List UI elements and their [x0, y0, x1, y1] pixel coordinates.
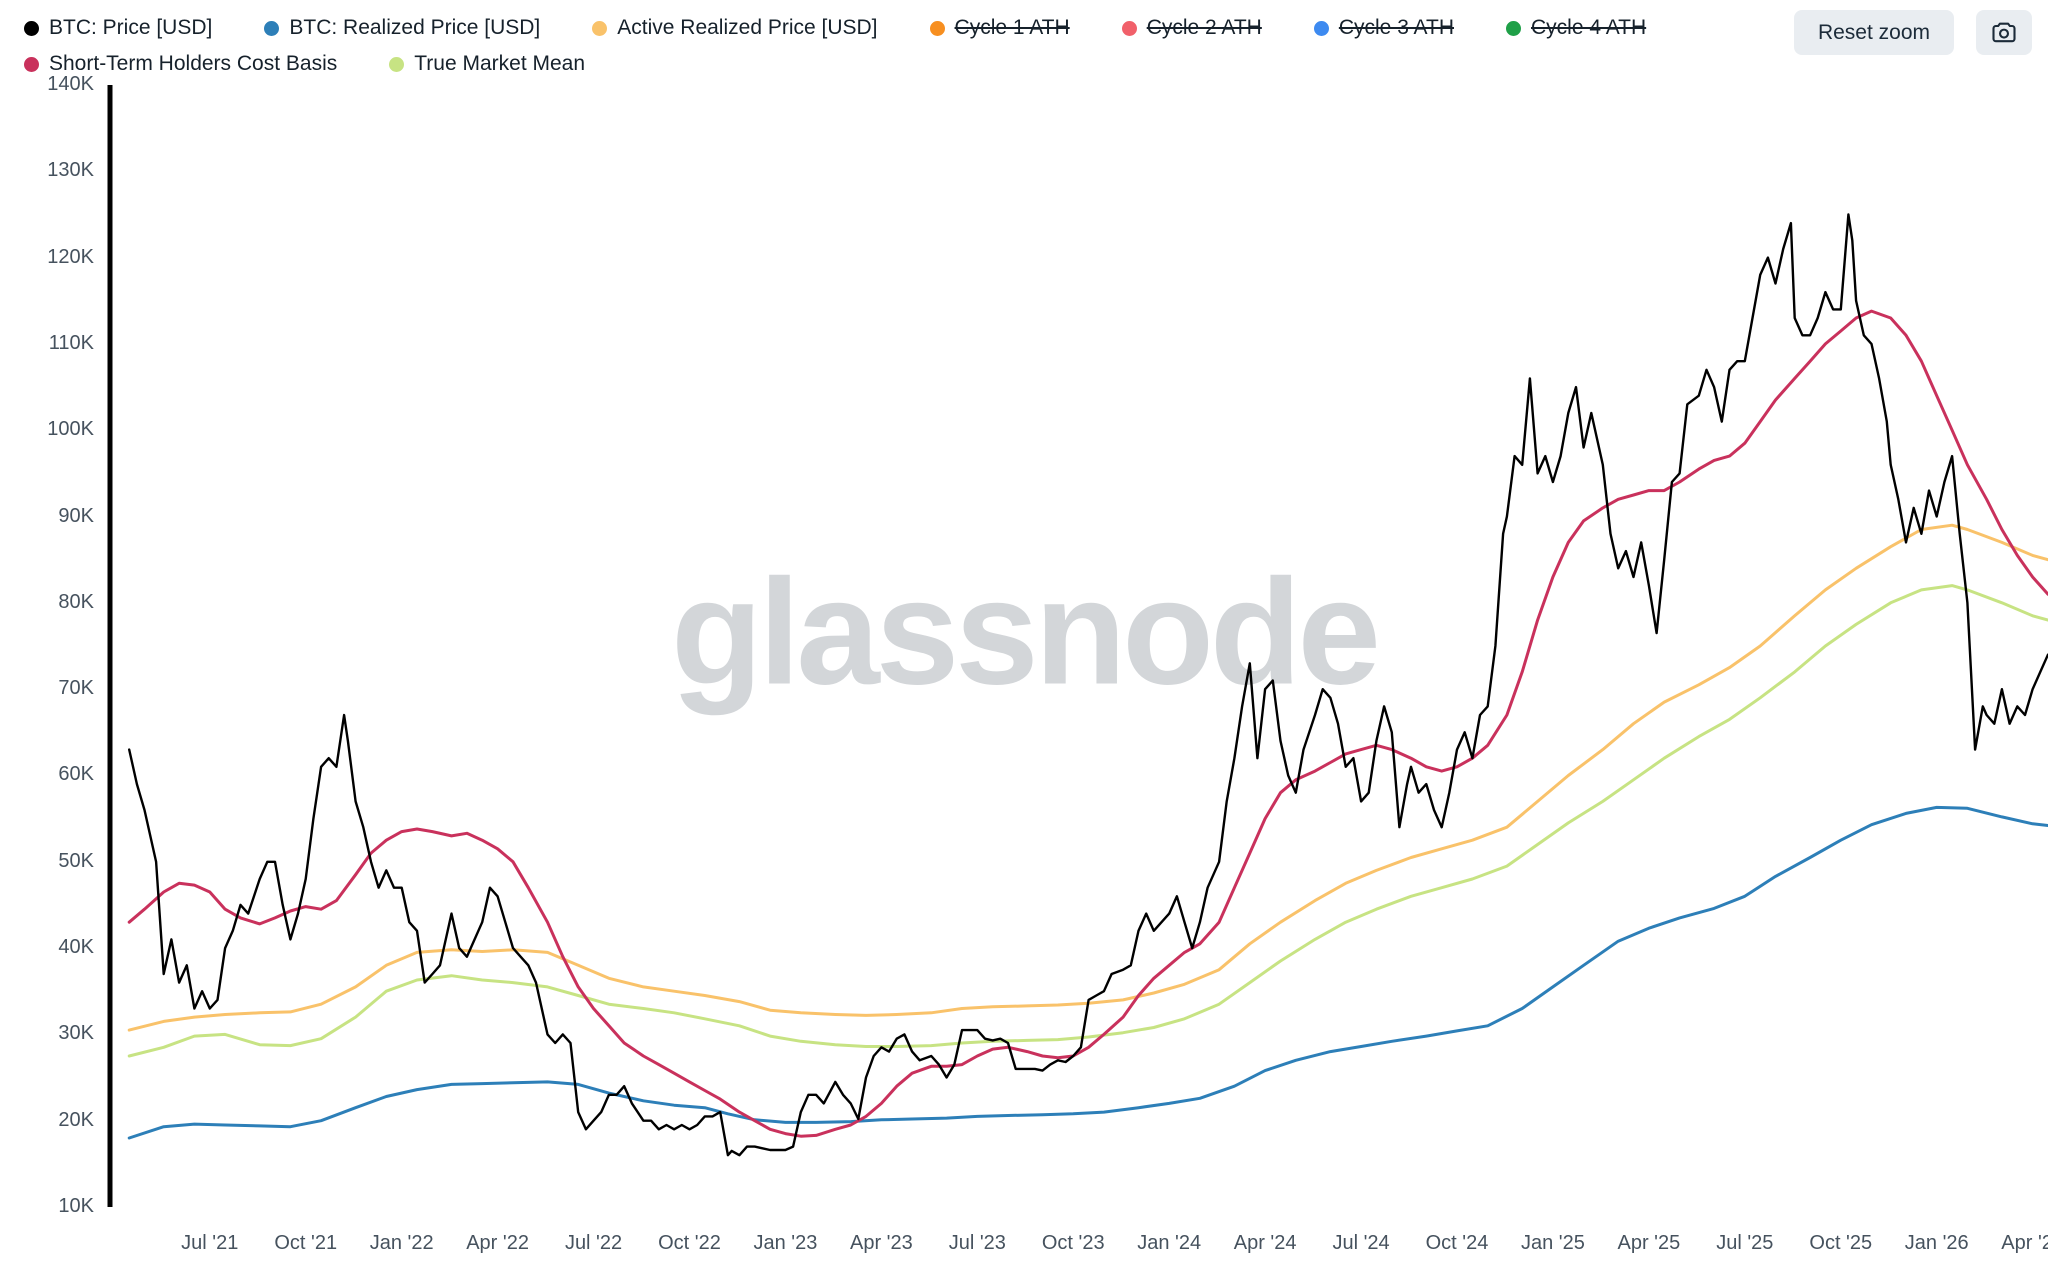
series-btc-realized-price-usd [127, 805, 2048, 1140]
legend-color-dot [1506, 20, 1521, 36]
y-tick-label: 90K [58, 504, 94, 527]
y-tick-label: 120K [47, 245, 94, 268]
legend-color-dot [24, 56, 39, 72]
legend-item-cycle-3-ath[interactable]: Cycle 3 ATH [1313, 16, 1454, 40]
legend-label: BTC: Realized Price [USD] [289, 16, 541, 39]
x-tick-label: Oct '24 [1425, 1232, 1489, 1254]
legend-color-dot [264, 20, 280, 36]
y-tick-label: 70K [58, 677, 94, 700]
legend-row-1: BTC: Price [USD] BTC: Realized Price [USD… [24, 10, 2034, 46]
x-tick-label: Jul '22 [564, 1232, 623, 1254]
legend-item-cycle-1-ath[interactable]: Cycle 1 ATH [929, 16, 1070, 40]
x-tick-label: Jul '24 [1332, 1232, 1390, 1254]
camera-icon [1990, 19, 2018, 47]
legend-item-true-market-mean[interactable]: True Market Mean [389, 52, 585, 76]
legend-item-active-realized-price-usd[interactable]: Active Realized Price [USD] [592, 16, 878, 40]
legend-label: BTC: Price [USD] [49, 16, 213, 39]
y-tick-label: 140K [47, 73, 94, 95]
legend-color-dot [1121, 20, 1137, 36]
legend-item-cycle-2-ath[interactable]: Cycle 2 ATH [1121, 16, 1262, 40]
series-active-realized-price-usd [127, 523, 2048, 1032]
y-tick-label: 20K [58, 1108, 94, 1131]
glassnode-watermark: glassnode [671, 547, 1381, 716]
x-tick-label: Oct '25 [1809, 1232, 1873, 1254]
legend-label: Active Realized Price [USD] [617, 16, 878, 39]
y-tick-label: 60K [58, 763, 94, 786]
y-tick-label: 40K [58, 936, 94, 959]
x-tick-label: Jul '21 [181, 1232, 239, 1254]
series-short-term-holders-cost-basis [127, 309, 2048, 1138]
legend-item-btc-price-usd[interactable]: BTC: Price [USD] [24, 16, 212, 40]
y-tick-label: 30K [58, 1022, 94, 1045]
x-tick-label: Jan '26 [1904, 1232, 1969, 1254]
screenshot-button[interactable] [1976, 10, 2032, 55]
chart-header: BTC: Price [USD] BTC: Realized Price [USD… [0, 0, 2048, 82]
series-true-market-mean [127, 584, 2048, 1058]
legend-label: Cycle 2 ATH [1146, 16, 1262, 39]
legend-item-cycle-4-ath[interactable]: Cycle 4 ATH [1506, 16, 1646, 40]
y-tick-label: 100K [47, 418, 94, 441]
reset-zoom-button[interactable]: Reset zoom [1793, 10, 1954, 55]
legend-item-short-term-holders-cost-basis[interactable]: Short-Term Holders Cost Basis [24, 52, 337, 76]
legend-label: Cycle 3 ATH [1338, 16, 1454, 39]
legend-row-2: Short-Term Holders Cost Basis True Market… [24, 46, 2034, 82]
y-tick-label: 80K [58, 590, 94, 613]
legend-label: Cycle 4 ATH [1531, 16, 1647, 39]
legend-label: Cycle 1 ATH [954, 16, 1070, 39]
legend-color-dot [929, 20, 945, 36]
y-tick-label: 130K [47, 159, 94, 182]
x-tick-label: Oct '23 [1041, 1232, 1105, 1254]
legend-label: Short-Term Holders Cost Basis [49, 52, 338, 75]
legend-color-dot [24, 20, 39, 36]
legend-color-dot [1313, 20, 1329, 36]
legend-color-dot [389, 56, 405, 72]
legend-color-dot [592, 20, 608, 36]
x-tick-label: Apr '23 [849, 1232, 913, 1254]
legend-item-btc-realized-price-usd[interactable]: BTC: Realized Price [USD] [264, 16, 540, 40]
x-tick-label: Jan '25 [1521, 1232, 1585, 1254]
y-tick-label: 10K [58, 1195, 94, 1217]
y-tick-label: 50K [58, 849, 94, 872]
x-tick-label: Oct '21 [274, 1232, 338, 1254]
x-tick-label: Jul '23 [948, 1232, 1006, 1254]
legend-label: True Market Mean [414, 52, 586, 75]
y-tick-label: 110K [48, 331, 94, 354]
x-tick-label: Apr '25 [1617, 1232, 1681, 1254]
x-tick-label: Apr '24 [1233, 1232, 1297, 1254]
x-tick-label: Apr '22 [466, 1232, 529, 1254]
x-tick-label: Apr '26 [2001, 1232, 2048, 1254]
chart-controls: Reset zoom [1793, 10, 2032, 55]
x-tick-label: Jan '24 [1137, 1232, 1202, 1254]
series-btc-price-usd [127, 213, 2048, 1157]
x-tick-label: Oct '22 [658, 1232, 721, 1254]
x-tick-label: Jan '22 [369, 1232, 434, 1254]
x-tick-label: Jul '25 [1716, 1232, 1774, 1254]
x-tick-label: Jan '23 [753, 1232, 818, 1254]
